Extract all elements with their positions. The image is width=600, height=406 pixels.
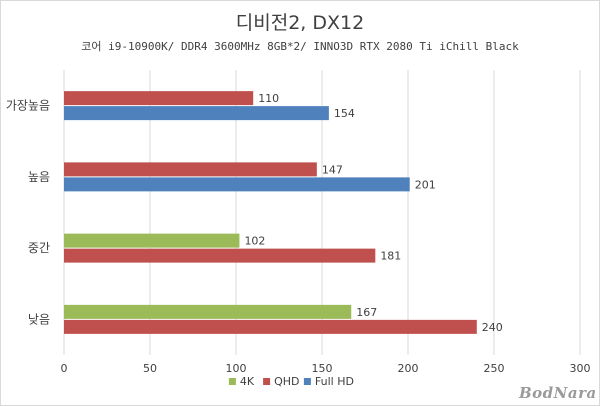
x-tick-label: 0: [61, 362, 68, 375]
legend-label: QHD: [274, 375, 299, 388]
bar-full-hd: [64, 106, 329, 121]
data-label: 201: [415, 178, 436, 191]
legend-swatch: [228, 378, 236, 385]
bar-4k: [64, 233, 240, 248]
x-tick-label: 150: [312, 362, 333, 375]
category-label: 높음: [28, 170, 50, 184]
chart-title: 디비전2, DX12: [235, 12, 365, 34]
x-tick-label: 300: [570, 362, 591, 375]
category-label: 가장높음: [6, 99, 50, 113]
bar-qhd: [64, 319, 477, 334]
x-axis-ticks: 0 50 100 150 200 250 300: [61, 362, 591, 375]
legend: 4K QHD Full HD: [228, 375, 354, 388]
legend-swatch: [263, 378, 271, 385]
x-tick-label: 100: [226, 362, 247, 375]
bar-full-hd: [64, 177, 410, 192]
x-tick-label: 250: [484, 362, 505, 375]
data-label: 167: [356, 306, 377, 319]
legend-swatch: [303, 378, 311, 385]
watermark-logo: BodNara: [519, 384, 597, 402]
value-labels: 110 154 147 201 102 181 167 240: [244, 92, 502, 334]
bars: [64, 91, 477, 334]
data-label: 181: [380, 250, 401, 263]
bar-qhd: [64, 162, 317, 177]
bar-4k: [64, 304, 352, 319]
bar-qhd: [64, 91, 254, 106]
x-tick-label: 200: [398, 362, 419, 375]
bar-qhd: [64, 248, 376, 263]
data-label: 110: [258, 92, 279, 105]
data-label: 240: [482, 321, 503, 334]
x-tick-label: 50: [143, 362, 157, 375]
data-label: 102: [244, 235, 265, 248]
data-label: 154: [334, 107, 355, 120]
category-label: 중간: [28, 241, 50, 255]
legend-label: 4K: [240, 375, 255, 388]
data-label: 147: [322, 163, 343, 176]
category-label: 낮음: [28, 312, 50, 326]
legend-label: Full HD: [315, 375, 354, 388]
chart-subtitle: 코어 i9-10900K/ DDR4 3600MHz 8GB*2/ INNO3D…: [81, 40, 519, 53]
